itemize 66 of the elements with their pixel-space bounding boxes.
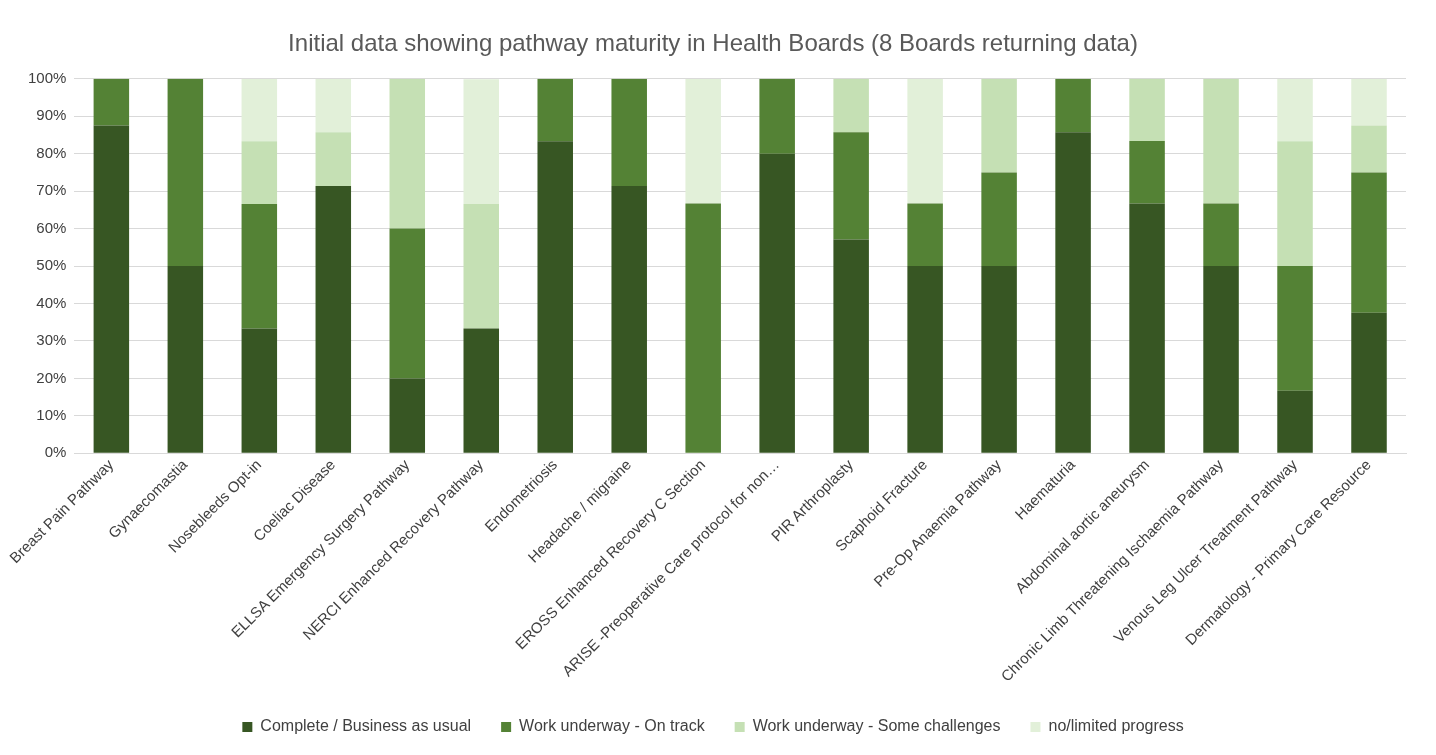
y-tick-label: 70% [36,181,67,199]
legend-label: Work underway - On track [519,717,706,735]
bar [537,141,573,453]
bar [463,79,500,204]
bar [315,78,352,133]
bar [981,172,1017,267]
y-tick-label: 50% [36,256,67,274]
y-tick-label: 100% [27,68,67,86]
bar [1351,172,1387,313]
bar [833,132,869,240]
bar [611,78,647,186]
bar [981,78,1017,173]
bar [241,203,278,329]
bar [315,185,352,453]
bar [1351,125,1387,173]
bar [759,78,795,154]
bar [685,203,721,453]
bar [833,78,869,133]
bar [1129,140,1165,204]
y-tick-label: 90% [36,106,67,124]
bar [685,78,721,204]
bar [1203,266,1239,453]
bar [241,78,278,142]
bar [167,266,204,453]
bar [241,328,278,453]
bar [167,78,204,267]
bar [759,153,795,453]
bar [907,78,943,204]
bar [1277,390,1313,453]
bar [1277,78,1313,142]
bar [93,78,130,126]
bar [1351,312,1387,453]
bar [93,125,130,453]
bar [1055,78,1091,133]
bar [389,378,426,453]
chart-title: Initial data showing pathway maturity in Health Boards (8 Boards returning data) [288,29,1138,57]
bar [1129,203,1165,453]
bar [907,203,943,267]
bar [611,185,647,453]
y-tick-label: 20% [36,368,67,386]
bar [1351,78,1387,126]
bar [1055,132,1091,453]
y-tick-label: 60% [36,218,67,236]
y-tick-label: 80% [36,143,67,161]
legend-label: no/limited progress [1048,717,1184,735]
y-tick-label: 30% [36,331,67,349]
bar [1277,266,1313,391]
bar [907,266,943,453]
bar [463,328,500,453]
bar [389,78,426,229]
bar [1203,78,1239,204]
bar [315,132,352,186]
bar [389,228,426,379]
bar [537,78,573,142]
y-tick-label: 0% [44,443,67,461]
bar [833,239,869,453]
legend-label: Work underway - Some challenges [752,717,1001,735]
bar [241,141,278,204]
y-tick-label: 10% [36,406,67,424]
y-tick-label: 40% [36,293,67,311]
bar [1277,141,1313,267]
bar [1203,203,1239,267]
legend-label: Complete / Business as usual [260,717,472,735]
bar [463,203,500,329]
bar [981,266,1017,453]
bar [1129,78,1165,141]
